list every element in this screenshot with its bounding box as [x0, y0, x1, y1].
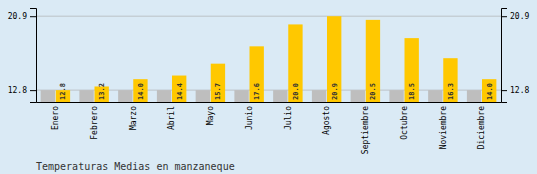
bar: [366, 20, 380, 102]
x-tick-label: Mayo: [206, 106, 215, 125]
x-tick-label: Agosto: [322, 106, 331, 135]
x-tick: Agosto: [322, 102, 331, 135]
x-tick-label: Febrero: [90, 106, 99, 140]
data-label: 17.6: [253, 83, 261, 100]
y-tick: 12.8: [8, 86, 36, 95]
bar: [79, 90, 93, 102]
y2-tick-mark: [501, 16, 507, 17]
x-tick: Septiembre: [361, 102, 370, 154]
y-tick-label: 12.8: [8, 86, 27, 95]
bar: [351, 90, 365, 102]
bar: [211, 64, 225, 102]
x-tick-label: Enero: [51, 106, 60, 130]
bar-series: [56, 16, 497, 102]
title: Temperaturas Medias en manzaneque: [36, 161, 235, 172]
y-tick: 20.9: [8, 12, 36, 21]
y-tick-mark: [30, 16, 36, 17]
x-tick: Noviembre: [439, 102, 448, 149]
plot: 12.8 13.2 14.0 14.4 15.7 17.6 20.0 20.9 20.5 18.5…: [8, 9, 530, 155]
x-tick: Enero: [51, 102, 60, 130]
y-axis-line: [30, 9, 37, 103]
y-tick-mark: [30, 90, 36, 91]
bar: [428, 90, 442, 102]
x-tick-label: Julio: [284, 106, 293, 130]
data-label: 20.9: [331, 83, 339, 100]
x-tick-label: Septiembre: [361, 106, 370, 154]
x-tick: Marzo: [129, 102, 138, 130]
y2-axis-line: [502, 9, 508, 103]
bar: [273, 90, 287, 102]
x-tick-label: Junio: [245, 106, 254, 130]
bar: [467, 90, 481, 102]
y-tick-label: 20.9: [8, 12, 27, 21]
x-tick-label: Abril: [167, 106, 176, 130]
data-label: 12.8: [59, 83, 67, 100]
data-label: 20.0: [292, 83, 300, 100]
grid: [36, 16, 501, 90]
x-tick-label: Marzo: [129, 106, 138, 130]
data-label: 20.5: [369, 83, 377, 100]
x-tick: Junio: [245, 102, 254, 130]
bar: [327, 16, 341, 102]
bar: [41, 90, 55, 102]
bar: [389, 90, 403, 102]
bar: [196, 90, 210, 102]
bar: [288, 24, 302, 102]
x-tick: Diciembre: [477, 102, 486, 149]
x-axis-line: [37, 102, 502, 103]
data-label: 13.2: [98, 83, 106, 100]
data-label: 14.0: [486, 83, 494, 100]
bar: [405, 38, 419, 102]
data-label: 15.7: [214, 83, 222, 100]
data-label: 18.5: [408, 83, 416, 100]
x-tick-label: Octubre: [400, 106, 409, 140]
y2-tick: 20.9: [501, 12, 529, 21]
bar: [250, 46, 264, 102]
bar: [172, 76, 186, 102]
y-axis: 12.8 20.9: [8, 9, 37, 103]
bar: [482, 79, 496, 102]
x-tick-label: Diciembre: [477, 106, 486, 150]
x-tick: Mayo: [206, 102, 215, 125]
x-tick-label: Noviembre: [439, 106, 448, 150]
x-tick: Abril: [167, 102, 176, 130]
data-label: 16.3: [447, 83, 455, 100]
bar: [133, 79, 147, 102]
bars: [41, 16, 497, 102]
bar: [157, 90, 171, 102]
data-label: 14.4: [176, 83, 184, 100]
y2-axis: 12.8 20.9: [501, 9, 529, 103]
x-tick: Octubre: [400, 102, 409, 140]
x-axis: Enero Febrero Marzo Abril Mayo Junio Julio Agos…: [37, 102, 502, 154]
y2-tick: 12.8: [501, 86, 529, 95]
bar: [312, 90, 326, 102]
y2-tick-label: 12.8: [510, 86, 529, 95]
background: [0, 0, 537, 174]
bar: [443, 58, 457, 102]
y2-tick-label: 20.9: [510, 12, 529, 21]
y2-tick-mark: [501, 90, 507, 91]
x-tick: Julio: [284, 102, 293, 130]
bar: [118, 90, 132, 102]
data-labels: 12.8 13.2 14.0 14.4 15.7 17.6 20.0 20.9 20.5 18.5…: [59, 83, 493, 100]
chart: 12.8 13.2 14.0 14.4 15.7 17.6 20.0 20.9 20.5 18.5…: [0, 0, 537, 174]
data-label: 14.0: [137, 83, 145, 100]
grid-line: [36, 16, 501, 17]
x-tick: Febrero: [90, 102, 99, 140]
bar: [234, 90, 248, 102]
